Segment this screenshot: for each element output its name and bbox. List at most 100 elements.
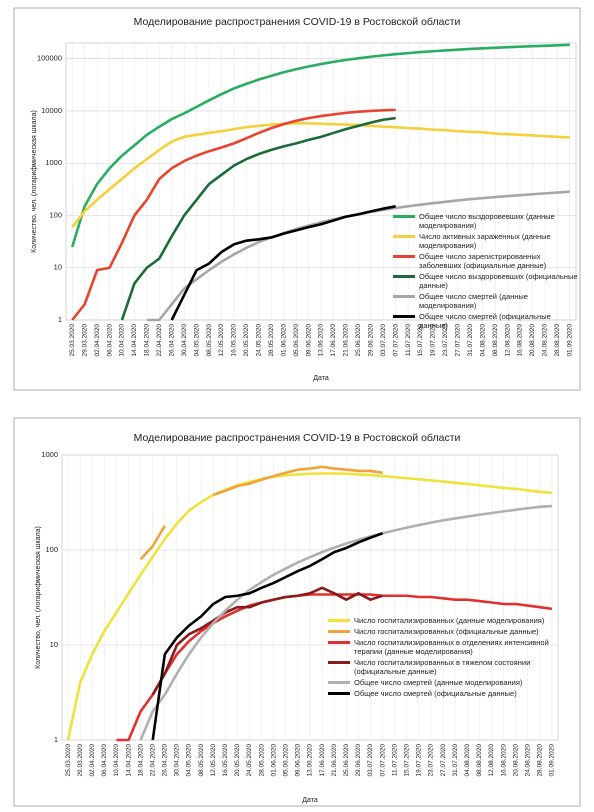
x-tick-label: 12.08.2020	[488, 744, 495, 777]
x-tick-label: 08.05.2020	[206, 324, 213, 357]
chart-title: Моделирование распространения COVID-19 в…	[134, 16, 461, 28]
x-tick-label: 19.07.2020	[430, 324, 437, 357]
x-tick-label: 25.03.2020	[65, 744, 72, 777]
x-tick-label: 29.03.2020	[81, 324, 88, 357]
y-tick-label: 10000	[41, 106, 62, 115]
legend-swatch	[393, 235, 415, 238]
y-tick-label: 100	[45, 545, 58, 554]
legend-label: Общее число смертей (данные моделировани…	[419, 292, 528, 310]
x-tick-label: 16.05.2020	[231, 324, 238, 357]
legend-swatch	[393, 255, 415, 258]
x-tick-label: 05.06.2020	[283, 744, 290, 777]
y-tick-label: 100	[49, 210, 62, 219]
legend: Число госпитализированных (данные модели…	[328, 616, 560, 700]
series-line	[120, 116, 396, 321]
y-axis-label: Количество, чел. (логарифмическая шкала)	[35, 526, 42, 669]
x-tick-label: 07.07.2020	[379, 744, 386, 777]
x-tick-label: 21.06.2020	[331, 744, 338, 777]
x-tick-label: 25.06.2020	[343, 744, 350, 777]
legend-label: Общее число выздоровевших (данные модели…	[419, 212, 555, 230]
x-tick-label: 08.08.2020	[492, 324, 499, 357]
x-tick-label: 26.04.2020	[162, 744, 169, 777]
x-tick-label: 19.07.2020	[416, 744, 423, 777]
x-tick-label: 14.04.2020	[125, 744, 132, 777]
y-tick-label: 100000	[37, 54, 62, 63]
chart-title: Моделирование распространения COVID-19 в…	[134, 432, 461, 444]
x-tick-label: 09.06.2020	[295, 744, 302, 777]
x-tick-label: 01.09.2020	[566, 324, 573, 357]
x-tick-label: 06.04.2020	[101, 744, 108, 777]
x-tick-label: 10.04.2020	[119, 324, 126, 357]
legend-swatch	[328, 619, 350, 622]
x-tick-label: 01.06.2020	[280, 324, 287, 357]
x-tick-label: 27.07.2020	[455, 324, 462, 357]
x-tick-label: 24.05.2020	[256, 324, 263, 357]
x-tick-label: 16.08.2020	[517, 324, 524, 357]
series-line	[170, 205, 396, 321]
legend-label: Общее число смертей (данные моделировани…	[354, 678, 523, 687]
x-tick-label: 11.07.2020	[405, 324, 412, 356]
legend-item: Общее число смертей (официальные данные)	[393, 312, 578, 330]
legend-label: Общее число смертей (официальные данные)	[419, 312, 551, 330]
legend-label: Число госпитализированных (официальные д…	[354, 627, 539, 636]
x-tick-label: 08.08.2020	[476, 744, 483, 777]
legend-item: Общее число зарегистрированных заболевши…	[393, 252, 578, 270]
legend-item: Общее число выздоровевших (данные модели…	[393, 212, 578, 230]
legend-label: Общее число выздоровевших (официальные д…	[419, 272, 578, 290]
y-tick-label: 1000	[45, 158, 62, 167]
y-tick-label: 10	[50, 640, 58, 649]
legend-swatch	[393, 315, 415, 318]
x-tick-label: 02.04.2020	[89, 744, 96, 777]
x-tick-label: 29.06.2020	[355, 744, 362, 777]
legend-item: Общее число смертей (данные моделировани…	[328, 678, 560, 687]
legend-swatch	[328, 681, 350, 684]
x-tick-label: 28.05.2020	[258, 744, 265, 777]
x-tick-label: 24.05.2020	[246, 744, 253, 777]
legend-item: Общее число выздоровевших (официальные д…	[393, 272, 578, 290]
x-tick-label: 13.06.2020	[318, 324, 325, 357]
series-line	[71, 122, 570, 228]
x-tick-label: 15.07.2020	[417, 324, 424, 357]
x-tick-label: 17.06.2020	[319, 744, 326, 777]
legend-swatch	[393, 275, 415, 278]
legend-swatch	[328, 661, 350, 664]
x-tick-label: 06.04.2020	[106, 324, 113, 357]
x-tick-label: 20.08.2020	[529, 324, 536, 357]
legend-item: Число госпитализированных (официальные д…	[328, 627, 560, 636]
x-tick-label: 22.04.2020	[149, 744, 156, 777]
x-tick-label: 12.05.2020	[218, 324, 225, 357]
legend: Общее число выздоровевших (данные модели…	[393, 212, 578, 332]
x-tick-label: 27.07.2020	[440, 744, 447, 777]
legend-swatch	[328, 692, 350, 695]
x-tick-label: 03.07.2020	[367, 744, 374, 777]
x-tick-label: 04.08.2020	[479, 324, 486, 357]
x-tick-label: 20.05.2020	[243, 324, 250, 357]
x-tick-label: 23.07.2020	[428, 744, 435, 777]
x-tick-label: 07.07.2020	[392, 324, 399, 357]
x-tick-label: 30.04.2020	[181, 324, 188, 357]
y-axis-label: Количество, чел. (логарифмическая шкала)	[31, 110, 38, 253]
x-axis-label: Дата	[313, 375, 329, 382]
legend-label: Общее число смертей (официальные данные)	[354, 689, 517, 698]
x-tick-label: 28.05.2020	[268, 324, 275, 357]
y-tick-label: 1000	[41, 450, 58, 459]
series-line	[70, 43, 570, 248]
x-tick-label: 04.05.2020	[193, 324, 200, 357]
x-tick-label: 24.08.2020	[542, 324, 549, 357]
x-tick-label: 04.08.2020	[464, 744, 471, 777]
legend-label: Число госпитализированных в отделениях и…	[354, 638, 549, 656]
x-tick-label: 02.04.2020	[94, 324, 101, 357]
x-tick-label: 16.08.2020	[500, 744, 507, 777]
legend-item: Число госпитализированных в отделениях и…	[328, 638, 560, 656]
x-tick-label: 25.06.2020	[355, 324, 362, 357]
x-tick-label: 20.08.2020	[512, 744, 519, 777]
x-tick-label: 17.06.2020	[330, 324, 337, 357]
x-tick-label: 26.04.2020	[168, 324, 175, 357]
x-tick-label: 25.03.2020	[69, 324, 76, 357]
x-tick-label: 21.06.2020	[343, 324, 350, 357]
x-tick-label: 01.09.2020	[549, 744, 556, 777]
x-tick-label: 18.04.2020	[137, 744, 144, 777]
series-line	[139, 465, 383, 561]
